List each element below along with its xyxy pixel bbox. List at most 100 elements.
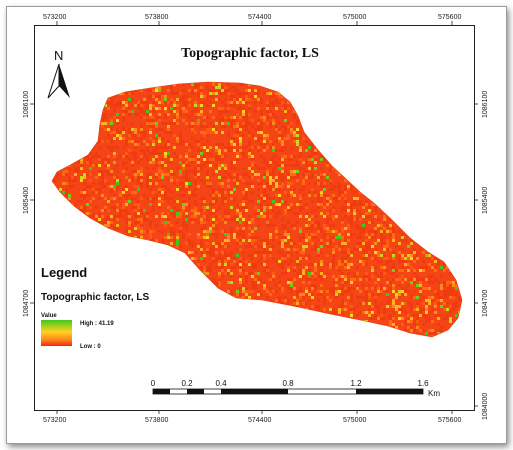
raster-cell [158, 200, 161, 203]
raster-cell [404, 194, 407, 197]
raster-cell [236, 203, 239, 206]
raster-cell [161, 287, 164, 290]
raster-cell [206, 131, 209, 134]
raster-cell [380, 110, 383, 113]
raster-cell [179, 92, 182, 95]
raster-cell [368, 242, 371, 245]
raster-cell [230, 143, 233, 146]
raster-cell [347, 110, 350, 113]
raster-cell [98, 182, 101, 185]
raster-cell [266, 311, 269, 314]
raster-cell [74, 110, 77, 113]
raster-cell [185, 173, 188, 176]
raster-cell [194, 122, 197, 125]
raster-cell [233, 188, 236, 191]
raster-cell [125, 221, 128, 224]
raster-cell [329, 290, 332, 293]
raster-cell [122, 107, 125, 110]
raster-cell [281, 116, 284, 119]
raster-cell [251, 176, 254, 179]
raster-cell [242, 200, 245, 203]
raster-cell [281, 95, 284, 98]
raster-cell [140, 89, 143, 92]
raster-cell [344, 131, 347, 134]
raster-cell [170, 224, 173, 227]
raster-cell [431, 209, 434, 212]
raster-cell [311, 83, 314, 86]
raster-cell [197, 245, 200, 248]
raster-cell [290, 176, 293, 179]
raster-cell [314, 155, 317, 158]
raster-cell [386, 137, 389, 140]
raster-cell [206, 170, 209, 173]
raster-cell [98, 170, 101, 173]
raster-cell [65, 251, 68, 254]
raster-cell [236, 290, 239, 293]
raster-cell [290, 158, 293, 161]
raster-cell [200, 248, 203, 251]
raster-cell [326, 296, 329, 299]
raster-cell [182, 209, 185, 212]
raster-cell [275, 194, 278, 197]
raster-cell [52, 212, 53, 215]
raster-cell [230, 101, 233, 104]
raster-cell [338, 107, 341, 110]
raster-cell [80, 176, 83, 179]
raster-cell [425, 131, 428, 134]
raster-cell [335, 101, 338, 104]
raster-cell [242, 83, 245, 86]
raster-cell [224, 200, 227, 203]
raster-cell [266, 137, 269, 140]
raster-cell [329, 104, 332, 107]
raster-cell [221, 230, 224, 233]
raster-cell [314, 314, 317, 317]
raster-cell [83, 254, 86, 257]
raster-cell [65, 116, 68, 119]
raster-cell [401, 82, 404, 83]
raster-cell [398, 317, 401, 320]
raster-cell [242, 239, 245, 242]
raster-cell [323, 140, 326, 143]
raster-cell [140, 155, 143, 158]
raster-cell [374, 287, 377, 290]
raster-cell [335, 200, 338, 203]
raster-cell [137, 188, 140, 191]
raster-cell [287, 287, 290, 290]
raster-cell [215, 116, 218, 119]
raster-cell [311, 215, 314, 218]
raster-cell [440, 284, 443, 287]
raster-cell [338, 167, 341, 170]
raster-cell [407, 197, 410, 200]
raster-cell [185, 176, 188, 179]
raster-cell [257, 137, 260, 140]
raster-cell [52, 161, 53, 164]
raster-cell [266, 212, 269, 215]
raster-cell [215, 197, 218, 200]
raster-cell [308, 281, 311, 284]
raster-cell [197, 221, 200, 224]
raster-cell [209, 194, 212, 197]
raster-cell [449, 227, 452, 230]
raster-cell [344, 152, 347, 155]
raster-cell [179, 275, 182, 278]
raster-cell [329, 119, 332, 122]
raster-cell [137, 245, 140, 248]
raster-cell [272, 245, 275, 248]
raster-cell [458, 245, 461, 248]
raster-cell [248, 308, 251, 311]
raster-cell [296, 260, 299, 263]
raster-cell [107, 128, 110, 131]
raster-cell [134, 251, 137, 254]
raster-cell [116, 101, 119, 104]
raster-cell [122, 188, 125, 191]
raster-cell [296, 173, 299, 176]
raster-cell [353, 179, 356, 182]
raster-cell [422, 149, 425, 152]
raster-cell [311, 188, 314, 191]
raster-cell [281, 254, 284, 257]
raster-cell [242, 269, 245, 272]
raster-cell [455, 119, 458, 122]
raster-cell [221, 185, 224, 188]
raster-cell [422, 278, 425, 281]
raster-cell [443, 254, 446, 257]
